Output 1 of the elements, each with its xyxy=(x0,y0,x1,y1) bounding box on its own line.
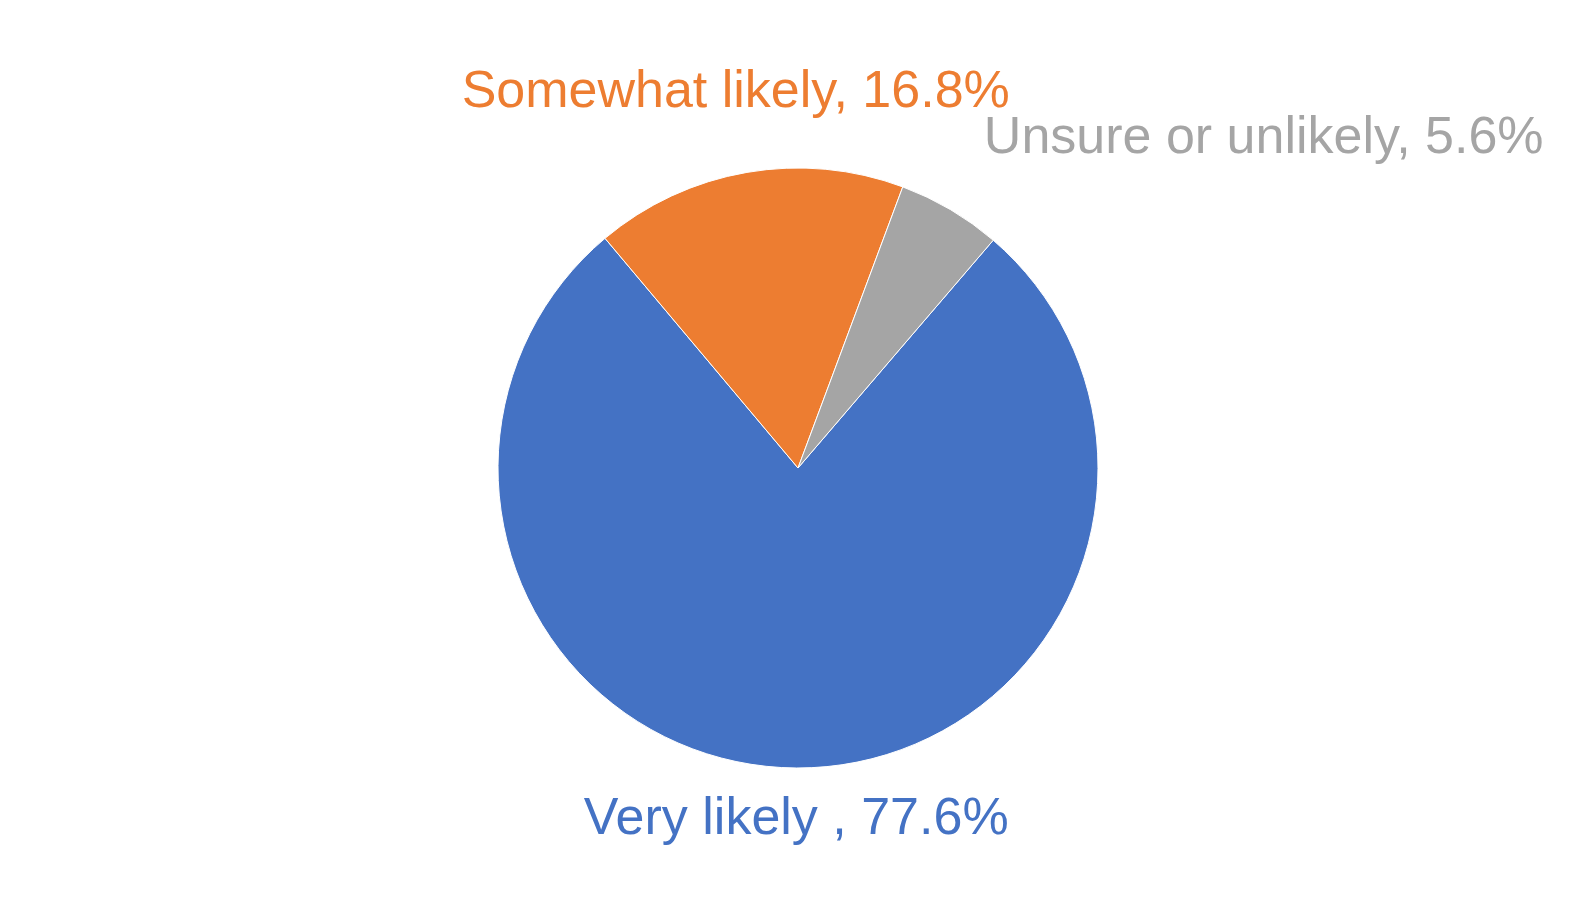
slice-label: Very likely , 77.6% xyxy=(583,787,1009,845)
